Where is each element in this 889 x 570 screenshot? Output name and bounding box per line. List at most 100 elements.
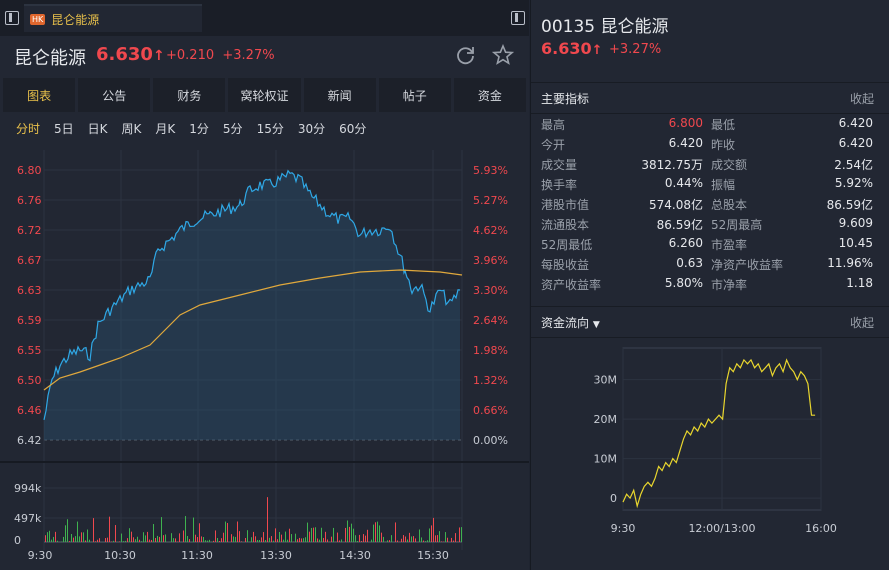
metric-value: 6.420	[838, 116, 873, 130]
volume-bar	[171, 533, 172, 542]
intraday-chart[interactable]: 6.80 5.93% 6.76 5.27% 6.72 4.62% 6.67 3.96% 6.63…	[0, 150, 529, 570]
volume-bar	[131, 531, 132, 542]
volume-bar	[437, 535, 438, 542]
metric-label: 成交额	[711, 158, 748, 172]
capital-flow-collapse[interactable]: 收起	[849, 315, 874, 330]
key-metrics-collapse[interactable]: 收起	[849, 91, 874, 106]
volume-bar	[439, 531, 440, 542]
volume-bar	[331, 536, 332, 542]
favorite-star-icon[interactable]	[492, 44, 514, 66]
period-7[interactable]: 15分	[256, 122, 284, 136]
period-3[interactable]: 周K	[121, 122, 142, 136]
volume-bar	[127, 538, 128, 542]
volume-bar	[423, 540, 424, 542]
period-4[interactable]: 月K	[155, 122, 176, 136]
metric-value: 10.45	[838, 236, 873, 250]
refresh-icon[interactable]	[455, 44, 477, 66]
stock-price: 6.630↑	[96, 44, 165, 65]
time-axis-label: 10:30	[104, 549, 136, 562]
pct-axis-label: 1.32%	[473, 374, 508, 387]
period-5[interactable]: 1分	[189, 122, 209, 136]
volume-bar	[451, 537, 452, 542]
volume-bar	[419, 529, 420, 542]
flow-x-label: 16:00	[805, 522, 837, 535]
volume-bar	[319, 539, 320, 542]
metric-value: 5.92%	[834, 176, 873, 190]
period-9[interactable]: 60分	[339, 122, 367, 136]
volume-bar	[461, 527, 462, 542]
volume-bar	[409, 532, 410, 542]
volume-bar	[257, 539, 258, 542]
menu-item-0[interactable]: 图表	[3, 78, 76, 112]
volume-bar	[403, 535, 404, 542]
metric-label: 成交量	[541, 158, 578, 172]
metric-value: 9.609	[838, 216, 873, 230]
volume-bar	[281, 534, 282, 542]
volume-bar	[47, 532, 48, 542]
volume-bar	[193, 517, 194, 542]
sidebar-toggle-icon[interactable]	[5, 11, 19, 25]
price-axis-label: 6.76	[17, 194, 42, 207]
volume-bar	[269, 537, 270, 542]
volume-bar	[367, 529, 368, 542]
volume-bar	[431, 525, 432, 542]
menu-item-5[interactable]: 帖子	[378, 78, 451, 112]
volume-bar	[185, 516, 186, 542]
volume-bar	[73, 537, 74, 542]
volume-bar	[435, 535, 436, 542]
volume-bar	[265, 539, 266, 542]
volume-bar	[57, 540, 58, 542]
volume-bar	[233, 536, 234, 542]
volume-bar	[333, 527, 334, 542]
menu-item-6[interactable]: 资金	[453, 78, 526, 112]
volume-bar	[63, 536, 64, 542]
volume-bar	[301, 538, 302, 542]
volume-bar	[441, 541, 442, 542]
metric-row: 成交量 3812.75万 成交额 2.54亿	[541, 156, 873, 176]
volume-bar	[455, 533, 456, 542]
volume-bar	[187, 536, 188, 542]
metric-label: 市净率	[711, 278, 748, 292]
metric-row: 每股收益 0.63 净资产收益率 11.96%	[541, 256, 873, 276]
volume-bar	[45, 535, 46, 542]
panel-toggle-icon[interactable]	[511, 11, 525, 25]
flow-y-label: 0	[610, 492, 617, 505]
volume-bar	[179, 533, 180, 542]
metric-value: 1.18	[846, 276, 873, 290]
volume-bar	[105, 538, 106, 542]
volume-bar	[49, 530, 50, 542]
pct-axis-label: 4.62%	[473, 224, 508, 237]
volume-bar	[69, 541, 70, 542]
menu-item-3[interactable]: 窝轮权证	[228, 78, 301, 112]
metric-label: 总股本	[711, 198, 748, 212]
stock-tab[interactable]: HK 昆仑能源	[24, 4, 202, 32]
period-2[interactable]: 日K	[87, 122, 108, 136]
volume-bar	[365, 535, 366, 542]
volume-bar	[289, 528, 290, 542]
volume-bar	[93, 518, 94, 542]
price-axis-label: 6.46	[17, 404, 42, 417]
volume-bar	[447, 537, 448, 542]
metric-value: 6.260	[668, 236, 703, 250]
capital-flow-title[interactable]: 资金流向 ▼	[541, 315, 600, 330]
volume-bar	[377, 521, 378, 542]
period-6[interactable]: 5分	[222, 122, 243, 136]
info-panel: 00135 昆仑能源 6.630↑ +3.27% 主要指标 收起 最高 6.800…	[530, 0, 889, 570]
period-8[interactable]: 30分	[297, 122, 326, 136]
period-1[interactable]: 5日	[54, 122, 74, 136]
volume-bar	[313, 527, 314, 542]
period-selector: 分时 5日 日K 周K 月K 1分 5分 15分 30分 60分	[16, 120, 380, 137]
volume-bar	[135, 539, 136, 542]
flow-x-label: 12:00/13:00	[688, 522, 755, 535]
period-0[interactable]: 分时	[16, 122, 41, 136]
time-axis-label: 9:30	[28, 549, 53, 562]
volume-bar	[125, 540, 126, 542]
metric-label: 换手率	[541, 178, 578, 192]
menu-item-1[interactable]: 公告	[78, 78, 151, 112]
menu-item-2[interactable]: 财务	[153, 78, 226, 112]
key-metrics-table: 最高 6.800 最低 6.420 今开 6.420 昨收 6.420 成交量 3812.75万成…	[541, 116, 873, 296]
time-axis-label: 13:30	[260, 549, 292, 562]
volume-bar	[119, 541, 120, 542]
volume-bar	[355, 535, 356, 542]
menu-item-4[interactable]: 新闻	[303, 78, 376, 112]
